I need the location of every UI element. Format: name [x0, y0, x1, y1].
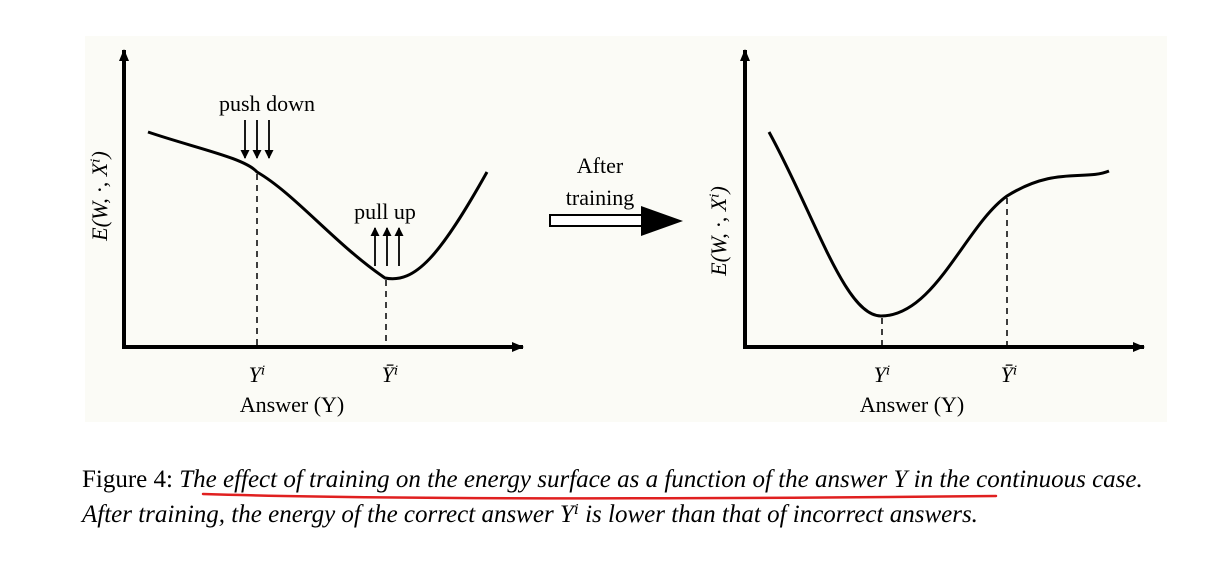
left-x-tick-ybar: Ȳⁱ: [382, 362, 399, 387]
figure-panel: push down pull up E(W, ·, Xⁱ) Yⁱ Ȳⁱ Answ…: [85, 36, 1167, 422]
left-energy-curve: [147, 130, 489, 281]
right-energy-curve: [767, 131, 1110, 318]
caption-symbol-yi: Yⁱ: [559, 501, 579, 528]
after-label: After: [577, 153, 624, 178]
caption-label: Figure 4:: [82, 466, 173, 493]
right-x-tick-ybar: Ȳⁱ: [1001, 362, 1018, 387]
pull-up-label: pull up: [354, 199, 416, 224]
left-y-axis-label: E(W, ·, Xⁱ): [87, 151, 112, 242]
caption-text-2: in the continuous case. After training, …: [82, 466, 1143, 528]
left-plot: push down pull up E(W, ·, Xⁱ) Yⁱ Ȳⁱ Answ…: [87, 49, 524, 417]
right-x-tick-yi: Yⁱ: [874, 362, 891, 387]
left-x-axis-label: Answer (Y): [240, 392, 344, 417]
right-x-axis-label: Answer (Y): [860, 392, 964, 417]
right-plot: E(W, ·, Xⁱ) Yⁱ Ȳⁱ Answer (Y): [706, 49, 1145, 417]
push-down-arrows: [240, 120, 274, 159]
push-down-label: push down: [219, 91, 315, 116]
training-label: training: [566, 185, 634, 210]
figure-caption: Figure 4: The effect of training on the …: [82, 462, 1172, 532]
pull-up-arrows: [370, 227, 404, 266]
right-y-axis-label: E(W, ·, Xⁱ): [706, 186, 731, 277]
after-training-arrow: After training: [549, 153, 683, 236]
left-x-tick-yi: Yⁱ: [249, 362, 266, 387]
energy-figure: push down pull up E(W, ·, Xⁱ) Yⁱ Ȳⁱ Answ…: [87, 49, 1145, 417]
caption-underlined-text: The effect of training on the energy sur…: [179, 466, 888, 493]
caption-text-3: is lower than that of incorrect answers.: [585, 501, 978, 528]
caption-symbol-y: Y: [893, 466, 908, 493]
